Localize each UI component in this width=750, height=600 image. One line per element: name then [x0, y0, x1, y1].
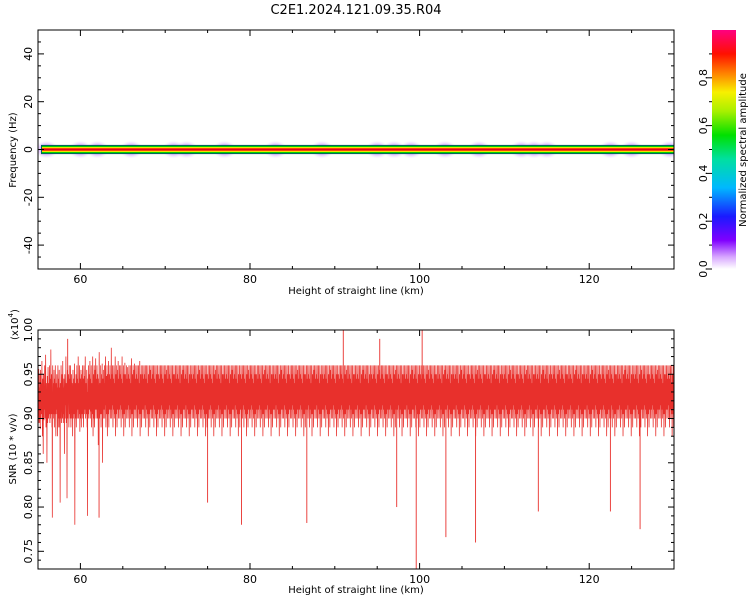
snr-x-label: Height of straight line (km) — [288, 585, 424, 596]
snr-panel: 60 80 100 120 1.00 0.95 0.90 0.85 0.80 0.75 Heig… — [7, 309, 675, 596]
cb-tick-label: 0.4 — [697, 165, 710, 183]
y-tick-label: 0.80 — [22, 495, 35, 520]
y-tick-label: 0.95 — [22, 362, 35, 387]
snr-y-label: SNR (10 * v/v) — [8, 413, 19, 484]
snr-x-ticks: 60 80 100 120 — [37, 330, 675, 586]
cb-tick-label: 0.0 — [697, 260, 710, 278]
x-tick-label: 80 — [243, 273, 257, 286]
y-tick-label: -20 — [22, 188, 35, 206]
colorbar-label: Normalized spectral amplitude — [738, 73, 749, 227]
y-tick-label: 0.85 — [22, 451, 35, 476]
x-tick-label: 60 — [73, 273, 87, 286]
y-tick-label: 0 — [22, 146, 35, 153]
x-tick-label: 120 — [579, 573, 600, 586]
y-tick-label: 1.00 — [22, 318, 35, 343]
y-tick-label: 0.75 — [22, 539, 35, 564]
x-tick-label: 100 — [409, 273, 430, 286]
band-layer — [42, 148, 674, 151]
snr-series-line — [38, 347, 674, 525]
cb-tick-label: 0.8 — [697, 69, 710, 87]
x-tick-label: 80 — [243, 573, 257, 586]
snr-y-ticks: 1.00 0.95 0.90 0.85 0.80 0.75 — [22, 318, 674, 564]
x-tick-label: 120 — [579, 273, 600, 286]
y-tick-label: 0.90 — [22, 406, 35, 431]
y-tick-label: 40 — [22, 47, 35, 61]
y-tick-label: -40 — [22, 236, 35, 254]
snr-multiplier-close: ) — [10, 309, 21, 313]
heatmap-y-ticks: 40 20 0 -20 -40 — [22, 29, 674, 270]
snr-multiplier-base: (x10 — [10, 317, 21, 340]
heatmap-y-label: Frequency (Hz) — [8, 112, 19, 188]
heatmap-x-label: Height of straight line (km) — [288, 286, 424, 297]
y-tick-label: 20 — [22, 95, 35, 109]
figure-title: C2E1.2024.121.09.35.R04 — [270, 3, 441, 18]
snr-multiplier: (x104) — [7, 309, 21, 340]
x-tick-label: 60 — [73, 573, 87, 586]
heatmap-band — [41, 144, 674, 155]
colorbar-scale — [712, 30, 736, 269]
snr-spikes — [67, 330, 641, 569]
cb-tick-label: 0.6 — [697, 117, 710, 135]
x-tick-label: 100 — [409, 573, 430, 586]
heatmap-x-ticks: 60 80 100 120 — [37, 30, 675, 286]
heatmap-panel: 60 80 100 120 40 20 0 -20 -40 Height of straigh… — [8, 29, 675, 297]
snr-multiplier-exp: 4 — [7, 312, 15, 317]
colorbar: 0.0 0.2 0.4 0.6 0.8 Normalized spectral ampl… — [697, 30, 749, 278]
snr-frame — [37, 329, 675, 570]
cb-tick-label: 0.2 — [697, 212, 710, 230]
colorbar-ticks: 0.0 0.2 0.4 0.6 0.8 — [697, 53, 712, 278]
